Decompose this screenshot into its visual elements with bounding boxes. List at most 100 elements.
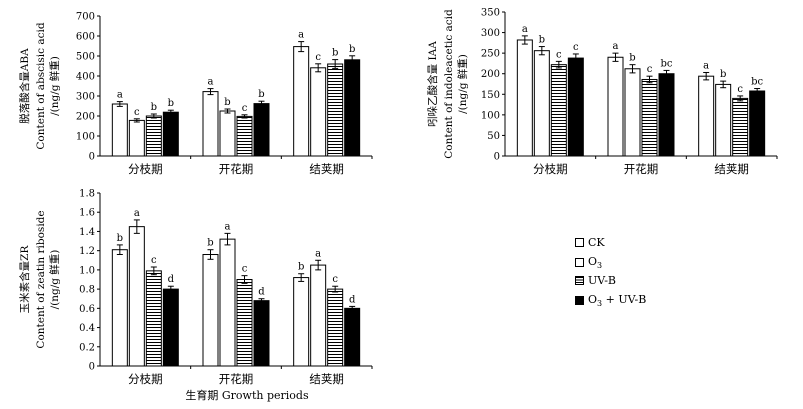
bar bbox=[550, 64, 567, 157]
bar bbox=[327, 63, 344, 157]
legend-swatch bbox=[575, 296, 584, 306]
y-tick-label: 1.0 bbox=[79, 265, 95, 276]
bar bbox=[202, 91, 219, 157]
significance-label: b bbox=[720, 69, 726, 80]
bar bbox=[344, 307, 361, 367]
significance-label: c bbox=[647, 64, 653, 75]
legend-swatch bbox=[575, 238, 584, 247]
legend-label: O3 bbox=[588, 255, 603, 271]
legend-swatch bbox=[575, 276, 584, 285]
y-tick-label: 400 bbox=[76, 72, 95, 83]
significance-label: a bbox=[298, 30, 304, 41]
legend-swatch bbox=[575, 258, 584, 268]
significance-label: b bbox=[539, 35, 545, 46]
significance-label: a bbox=[225, 221, 231, 232]
significance-label: b bbox=[224, 97, 230, 108]
significance-label: d bbox=[349, 294, 356, 305]
legend-item: UV-B bbox=[575, 274, 616, 287]
y-axis-title: /(ng/g 鲜重) bbox=[48, 250, 61, 310]
bar bbox=[624, 68, 641, 157]
bar bbox=[698, 75, 715, 157]
bar bbox=[516, 39, 533, 157]
significance-label: b bbox=[332, 48, 338, 59]
y-axis-title: 吲哚乙酸含量 IAA bbox=[426, 41, 439, 127]
y-axis-title: Content of indoleacetic acid bbox=[443, 9, 455, 159]
significance-label: bc bbox=[660, 58, 672, 69]
x-tick-label: 开花期 bbox=[624, 162, 659, 176]
bar bbox=[145, 115, 162, 157]
x-tick-label: 分枝期 bbox=[533, 162, 568, 176]
y-tick-label: 0 bbox=[89, 362, 95, 373]
y-tick-label: 100 bbox=[481, 110, 500, 121]
bar bbox=[219, 238, 236, 367]
significance-label: a bbox=[117, 90, 123, 101]
significance-label: b bbox=[117, 233, 123, 244]
legend-label: UV-B bbox=[588, 274, 617, 287]
legend-item: O3 bbox=[575, 255, 602, 270]
x-tick-label: 分枝期 bbox=[128, 372, 163, 386]
y-tick-label: 0.6 bbox=[79, 304, 95, 315]
y-tick-label: 1.4 bbox=[79, 227, 95, 238]
y-tick-label: 100 bbox=[76, 132, 95, 143]
y-tick-label: 1.8 bbox=[79, 189, 95, 200]
y-tick-label: 350 bbox=[481, 8, 500, 19]
legend-item: CK bbox=[575, 236, 605, 249]
significance-label: c bbox=[332, 274, 338, 285]
bar bbox=[310, 264, 327, 367]
bar bbox=[293, 46, 310, 157]
significance-label: c bbox=[151, 255, 157, 266]
bar bbox=[202, 254, 219, 367]
significance-label: a bbox=[208, 77, 214, 88]
legend-label: CK bbox=[588, 236, 605, 249]
y-tick-label: 600 bbox=[76, 32, 95, 43]
bar bbox=[715, 83, 732, 157]
bar bbox=[111, 103, 128, 157]
bar bbox=[128, 119, 145, 157]
bar bbox=[236, 279, 253, 367]
y-axis-title: /(ng/g 鲜重) bbox=[456, 54, 469, 114]
significance-label: b bbox=[298, 262, 304, 273]
legend-label: O3 + UV-B bbox=[588, 293, 647, 309]
significance-label: c bbox=[134, 107, 140, 118]
y-axis-title: 脱落酸含量ABA bbox=[18, 48, 31, 124]
y-axis-title: Content of abscisic acid bbox=[35, 22, 47, 149]
significance-label: a bbox=[134, 208, 140, 219]
bar bbox=[236, 115, 253, 157]
significance-label: bc bbox=[751, 77, 763, 88]
y-tick-label: 700 bbox=[76, 12, 95, 23]
bar bbox=[327, 288, 344, 367]
y-tick-label: 150 bbox=[481, 90, 500, 101]
y-tick-label: 250 bbox=[481, 49, 500, 60]
bar bbox=[293, 277, 310, 367]
y-tick-label: 200 bbox=[481, 69, 500, 80]
bar bbox=[111, 249, 128, 367]
x-tick-label: 结荚期 bbox=[309, 372, 344, 386]
y-axis-title: 玉米素含量ZR bbox=[18, 245, 31, 314]
y-tick-label: 0.8 bbox=[79, 285, 95, 296]
aba-chart-panel: 0 100 200 300 400 500 600 700 脱落酸含量ABA Content of… bbox=[18, 12, 373, 176]
x-tick-label: 结荚期 bbox=[309, 162, 344, 176]
bar bbox=[567, 57, 584, 157]
significance-label: a bbox=[703, 60, 709, 71]
y-tick-label: 200 bbox=[76, 112, 95, 123]
x-tick-label: 开花期 bbox=[219, 162, 254, 176]
significance-label: b bbox=[207, 238, 213, 249]
y-tick-label: 500 bbox=[76, 52, 95, 63]
y-tick-label: 300 bbox=[481, 28, 500, 39]
significance-label: c bbox=[737, 84, 743, 95]
bar bbox=[749, 90, 766, 157]
bar bbox=[128, 226, 145, 367]
x-tick-label: 分枝期 bbox=[128, 162, 163, 176]
bar bbox=[344, 59, 361, 157]
bar bbox=[607, 56, 624, 157]
y-tick-label: 0 bbox=[89, 152, 95, 163]
legend-item: O3 + UV-B bbox=[575, 293, 646, 308]
significance-label: c bbox=[315, 52, 321, 63]
significance-label: b bbox=[629, 53, 635, 64]
zr-chart-panel: 0 0.2 0.4 0.6 0.8 1.0 1.2 1.4 1.6 1.8 玉米素含量ZR Conte… bbox=[18, 189, 373, 386]
y-tick-label: 1.2 bbox=[79, 246, 95, 257]
significance-label: c bbox=[242, 264, 248, 275]
bar bbox=[219, 110, 236, 157]
significance-label: a bbox=[613, 41, 619, 52]
x-tick-label: 开花期 bbox=[219, 372, 254, 386]
